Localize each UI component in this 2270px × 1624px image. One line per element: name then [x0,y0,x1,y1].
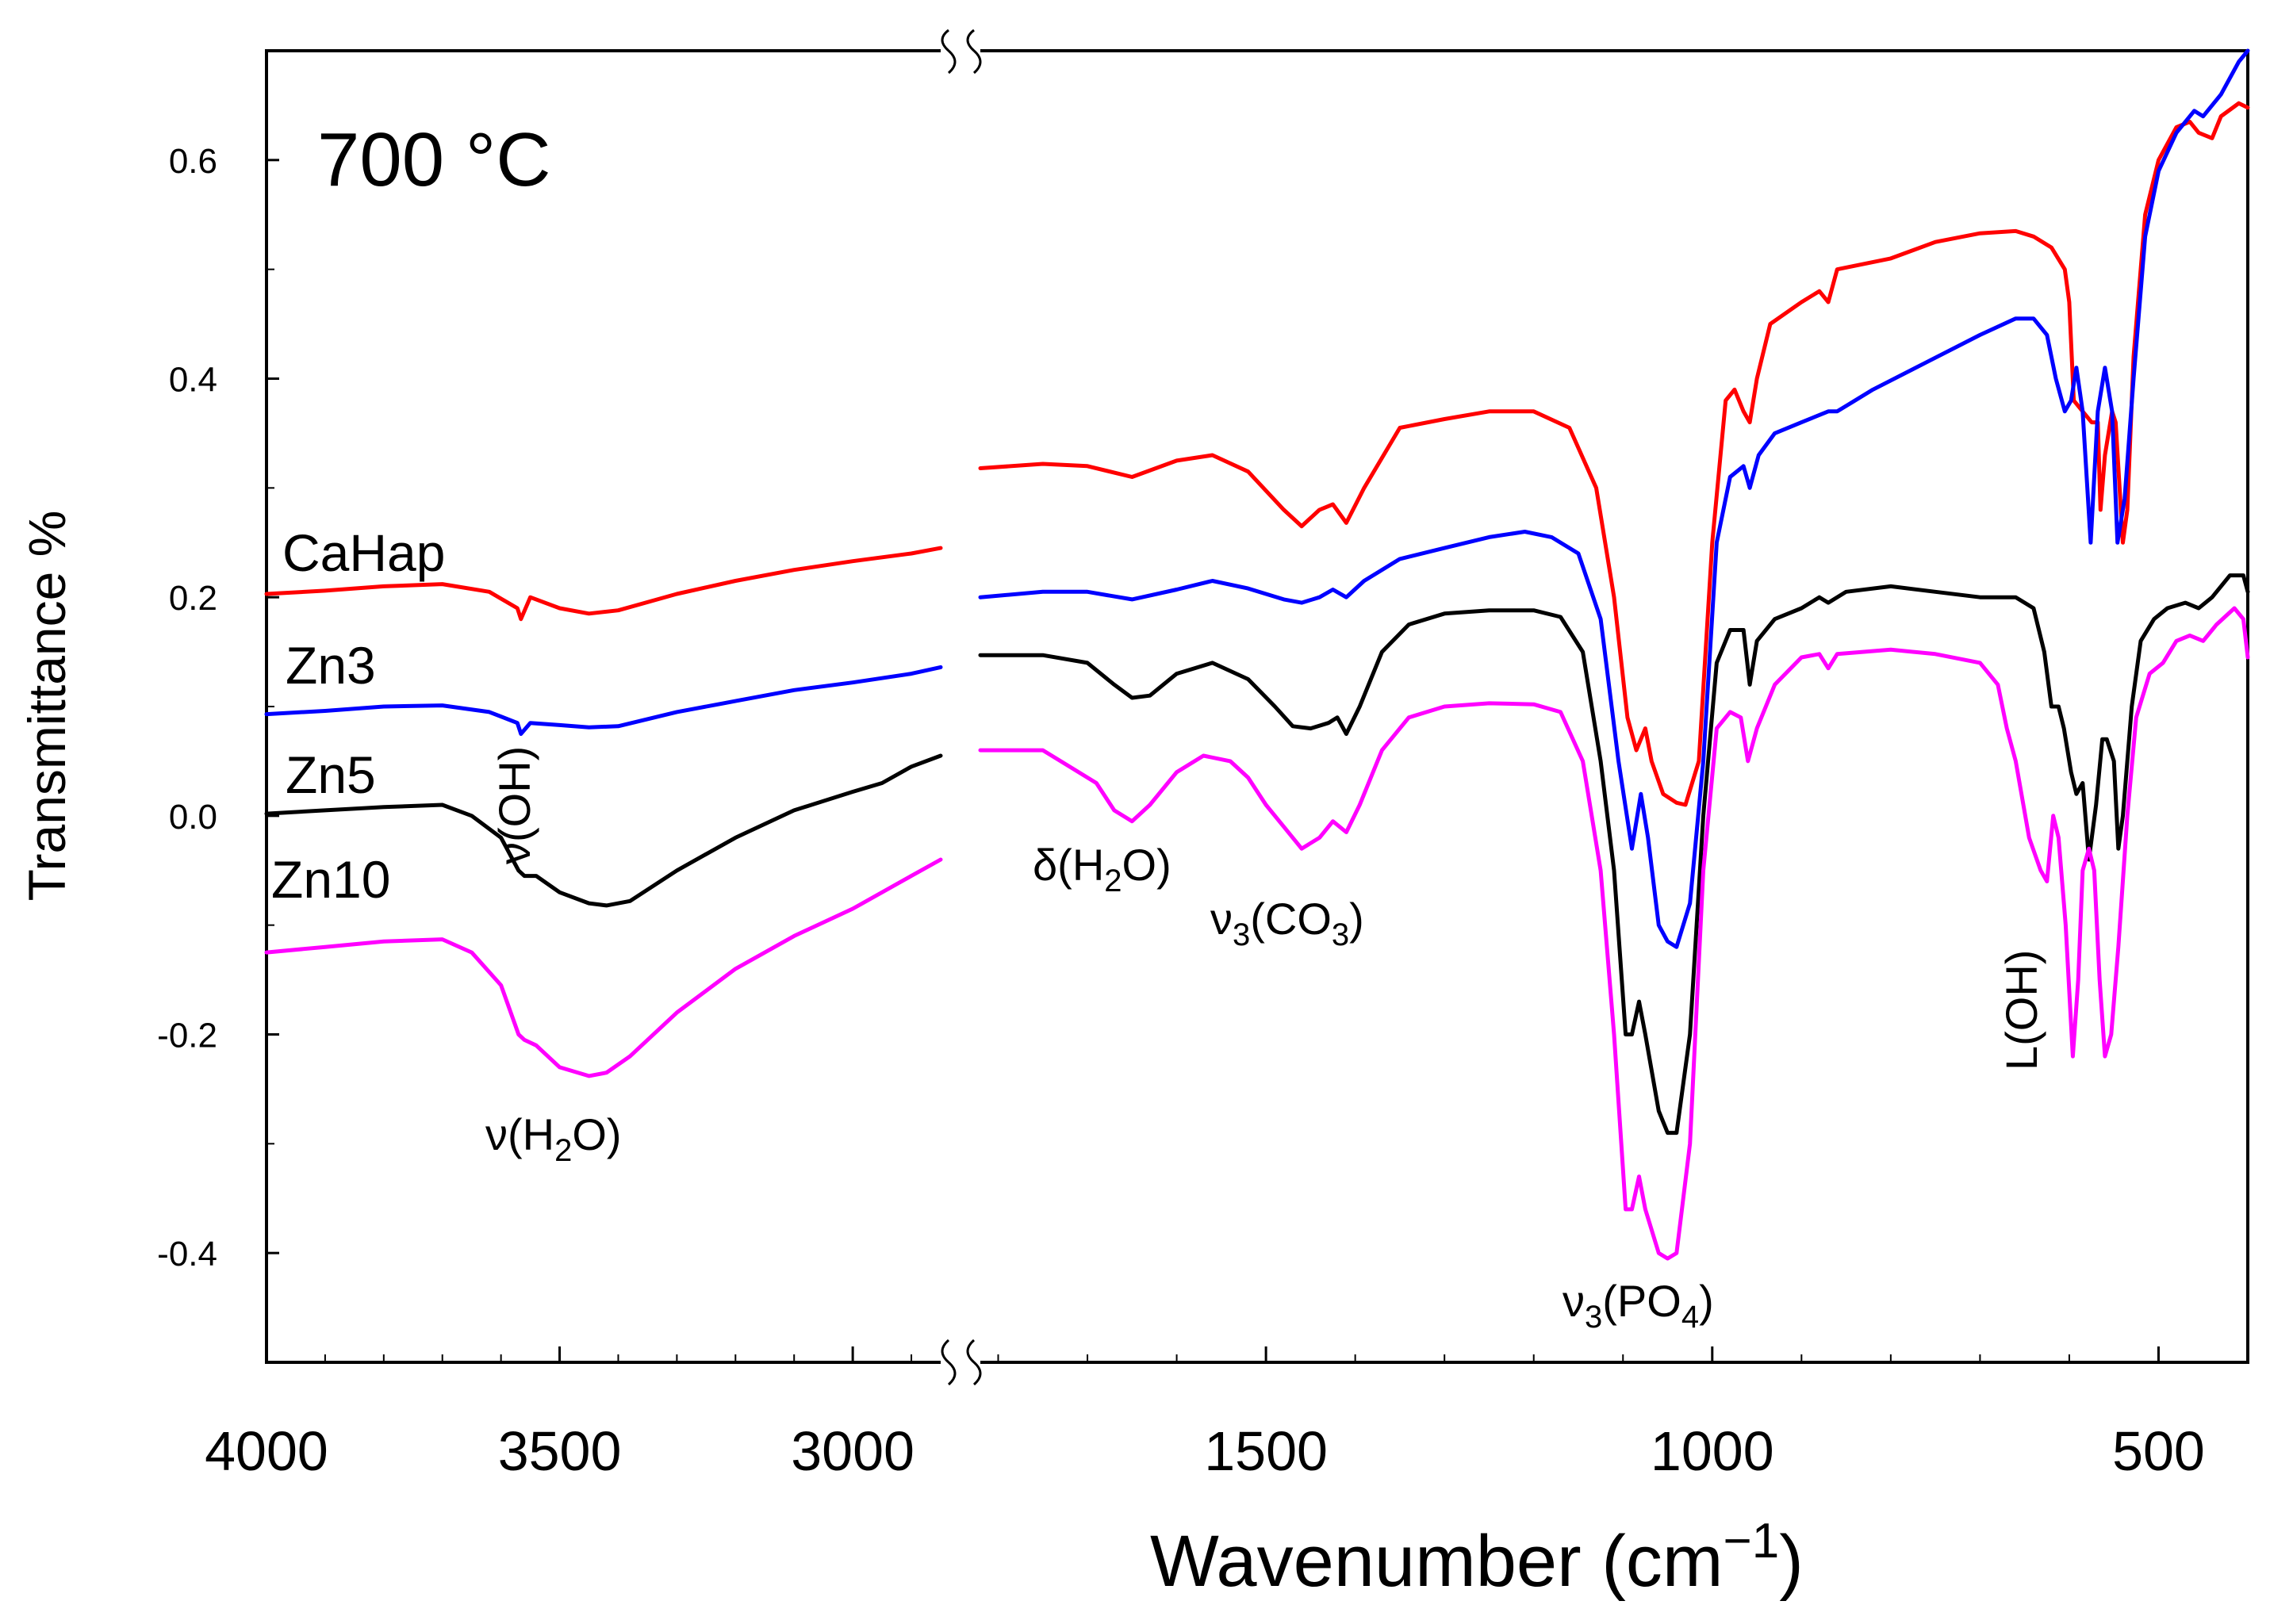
x-tick-label: 4000 [205,1420,328,1482]
y-axis-title: Transmittance % [17,511,76,902]
series-line-zn5-left [264,753,943,908]
label-zn5: Zn5 [286,745,376,804]
x-tick-label: 1500 [1204,1420,1328,1482]
x-tick-label: 1000 [1651,1420,1774,1482]
series-group [264,48,2250,1261]
y-tick-label: 0.6 [169,142,217,181]
x-tick-label: 3500 [498,1420,622,1482]
chart-title: 700 °C [317,117,551,202]
series-line-zn10-left [264,857,943,1078]
axis-break-mark-top [941,29,982,75]
annotation-l-oh: L(OH) [1996,950,2046,1071]
series-line-zn3-left [264,665,943,736]
series-line-zn3-right [978,48,2250,949]
y-tick-label: -0.2 [157,1017,217,1055]
annotation-nu-oh: ν(OH) [489,746,539,864]
y-tick-label: 0.4 [169,361,217,400]
annotation-nu3-po4: ν3(PO4) [1563,1276,1714,1335]
series-line-cahap-right [978,101,2250,807]
label-zn10: Zn10 [271,850,390,909]
x-tick-label: 500 [2112,1420,2205,1482]
series-line-zn10-right [978,606,2250,1261]
series-line-cahap-left [264,546,943,622]
axis-break-gap [941,32,980,1388]
label-zn3: Zn3 [286,636,376,695]
label-cahap: CaHap [282,523,445,582]
annotation-nu-h2o: ν(H2O) [485,1109,622,1168]
y-tick-label: 0.0 [169,798,217,837]
series-line-zn5-right [978,573,2250,1136]
axis-ticks: -0.4 -0.2 0.0 0.2 0.4 0.6 4000 3500 3000 1500 1000… [157,50,2249,1482]
annotation-nu3-co3: ν3(CO3) [1210,894,1364,952]
axis-break-mark-bottom [941,1339,982,1386]
y-tick-label: -0.4 [157,1235,217,1274]
annotation-delta-h2o: δ(H2O) [1033,840,1171,898]
x-tick-label: 3000 [791,1420,915,1482]
y-tick-label: 0.2 [169,579,217,618]
x-axis-title: Wavenumber (cm−1) [1150,1514,1804,1602]
